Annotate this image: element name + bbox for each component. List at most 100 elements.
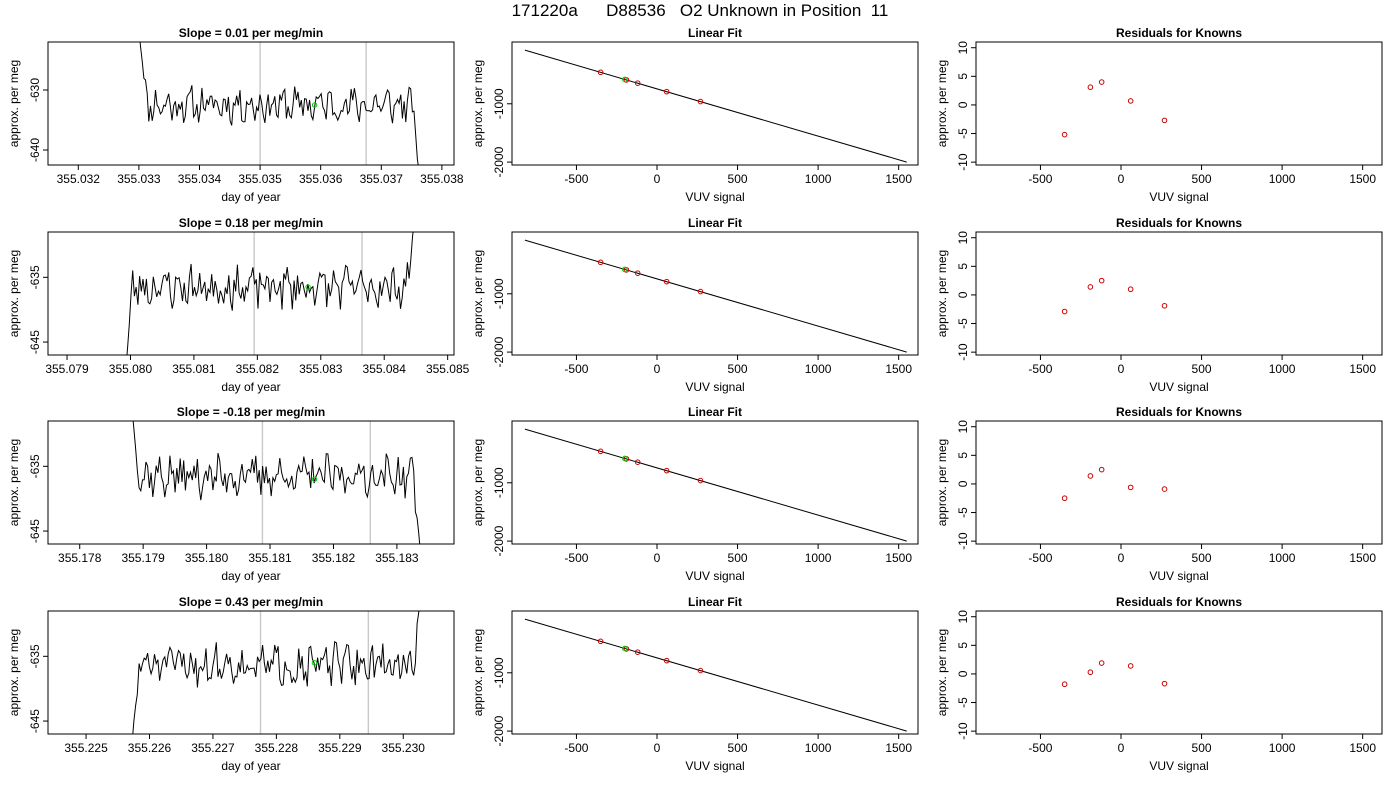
plot-area (524, 618, 907, 732)
x-tick-label: 500 (728, 362, 748, 376)
y-tick-label: 10 (956, 41, 970, 55)
residual-point (1087, 284, 1094, 290)
x-axis-label: VUV signal (685, 759, 744, 773)
y-axis-label: approx. per meg (935, 439, 949, 526)
residual-point (1087, 84, 1094, 90)
trace-line (132, 421, 421, 544)
y-axis-label: approx. per meg (935, 60, 949, 147)
y-tick-label: -635 (28, 454, 42, 478)
x-axis-label: day of year (221, 569, 280, 583)
panel-title: Residuals for Knowns (1116, 595, 1242, 609)
x-tick-label: 1500 (885, 172, 912, 186)
mean-point (311, 660, 318, 666)
y-axis-label: approx. per meg (935, 250, 949, 337)
x-tick-label: 355.227 (191, 741, 235, 755)
mean-point (305, 284, 311, 290)
residual-point (1061, 308, 1068, 315)
y-tick-label: 5 (956, 452, 970, 459)
residual-point (1087, 473, 1094, 479)
x-tick-label: 1000 (805, 551, 832, 565)
y-tick-label: -645 (28, 709, 42, 733)
known-point (597, 69, 604, 76)
plot-frame (511, 231, 919, 356)
residual-point (1161, 117, 1168, 124)
plot-frame (47, 610, 455, 735)
residual-point (1061, 681, 1068, 688)
y-tick-label: -2000 (492, 146, 506, 177)
y-tick-label: 5 (956, 642, 970, 649)
plot-area (524, 49, 907, 163)
y-axis-label: approx. per meg (471, 629, 485, 716)
x-tick-label: 355.225 (64, 741, 108, 755)
x-tick-label: 355.036 (299, 172, 343, 186)
y-tick-label: -1000 (492, 657, 506, 688)
y-axis-label: approx. per meg (7, 439, 21, 526)
plot-frame (511, 41, 919, 166)
x-tick-label: -500 (1028, 362, 1052, 376)
unknown-point (621, 76, 628, 83)
y-axis-label: approx. per meg (471, 60, 485, 147)
known-point (697, 288, 704, 295)
known-point (634, 649, 641, 655)
x-tick-label: 500 (728, 551, 748, 565)
panel-title: Residuals for Knowns (1116, 216, 1242, 230)
plot-area (1061, 466, 1168, 502)
residual-point (1098, 466, 1105, 473)
panel-residuals-4: Residuals for Knowns -500 0 500 1000 1500 10 5 0… (935, 595, 1383, 773)
panel-trace-2: Slope = 0.18 per meg/min 355.079 355.080 35… (7, 216, 470, 394)
plot-frame (975, 420, 1383, 545)
known-point (663, 88, 670, 95)
panel-fit-1: Linear Fit -500 0 500 1000 1500 -1000 -2000 VUV … (471, 26, 919, 204)
x-tick-label: 0 (1118, 172, 1125, 186)
plot-area (524, 239, 907, 353)
y-tick-label: -1000 (492, 278, 506, 309)
y-tick-label: -2000 (492, 715, 506, 746)
panel-title: Slope = 0.01 per meg/min (179, 26, 323, 40)
panel-fit-3: Linear Fit -500 0 500 1000 1500 -1000 -2000 VUV … (471, 405, 919, 583)
x-tick-label: -500 (564, 551, 588, 565)
x-tick-label: 355.181 (248, 551, 292, 565)
x-tick-label: 355.226 (128, 741, 172, 755)
x-tick-label: 0 (1118, 741, 1125, 755)
x-tick-label: 0 (654, 741, 661, 755)
panel-title: Linear Fit (688, 405, 742, 419)
x-tick-label: 355.034 (178, 172, 222, 186)
x-tick-label: 355.085 (426, 362, 470, 376)
y-tick-label: -10 (956, 343, 970, 361)
x-tick-label: 1000 (805, 172, 832, 186)
residual-point (1161, 303, 1168, 309)
panel-trace-3: Slope = -0.18 per meg/min 355.178 355.179 3… (7, 405, 455, 583)
residual-point (1127, 484, 1134, 491)
plot-area (1061, 277, 1168, 315)
x-tick-label: 1000 (1269, 551, 1296, 565)
known-point (663, 467, 670, 474)
fit-line (524, 239, 907, 353)
residual-point (1127, 98, 1134, 104)
run-id: 171220a (511, 1, 578, 20)
x-tick-label: -500 (1028, 172, 1052, 186)
trace-line (126, 232, 414, 355)
cylinder-id: D88536 (606, 1, 666, 20)
panel-title: Linear Fit (688, 216, 742, 230)
x-tick-label: 355.081 (172, 362, 216, 376)
residual-point (1061, 131, 1068, 138)
panel-residuals-1: Residuals for Knowns -500 0 500 1000 1500 10 5 0… (935, 26, 1383, 204)
unknown-point (621, 455, 628, 462)
x-tick-label: 355.079 (45, 362, 89, 376)
x-tick-label: 500 (1192, 741, 1212, 755)
x-tick-label: -500 (564, 362, 588, 376)
y-tick-label: -640 (28, 138, 42, 162)
trace-line (139, 42, 419, 165)
known-point (697, 98, 704, 105)
plot-frame (511, 610, 919, 735)
x-axis-label: VUV signal (1149, 190, 1208, 204)
plot-area (139, 42, 419, 165)
x-tick-label: 1000 (1269, 172, 1296, 186)
x-tick-label: 355.032 (57, 172, 101, 186)
panel-title: Linear Fit (688, 595, 742, 609)
y-tick-label: -5 (956, 318, 970, 329)
x-tick-label: 500 (1192, 551, 1212, 565)
x-axis-label: VUV signal (1149, 759, 1208, 773)
x-tick-label: 355.037 (360, 172, 404, 186)
